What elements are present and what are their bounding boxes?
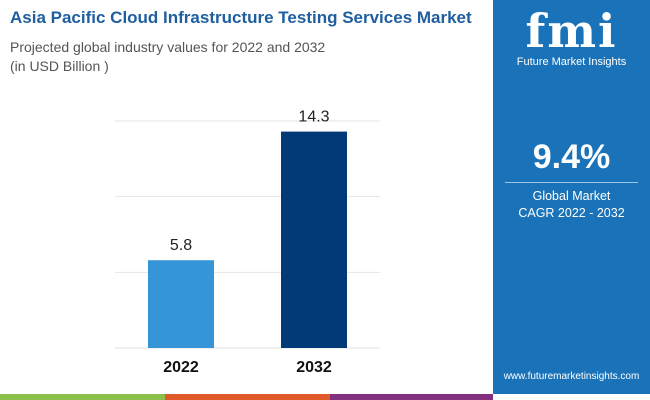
website-link[interactable]: www.futuremarketinsights.com bbox=[503, 371, 640, 382]
logo-mark: fmi bbox=[525, 4, 618, 58]
subtitle-line1: Projected global industry values for 202… bbox=[10, 39, 326, 55]
footer-strip-purple bbox=[330, 394, 493, 400]
cagr-label-line1: Global Market bbox=[532, 189, 611, 203]
bar-chart: 5.8 2022 14.3 2032 bbox=[115, 109, 380, 376]
divider bbox=[505, 182, 638, 183]
chart-subtitle: Projected global industry values for 202… bbox=[10, 38, 325, 76]
fmi-logo: fmi Future Market Insights bbox=[493, 6, 650, 68]
side-panel: fmi Future Market Insights 9.4% Global M… bbox=[493, 0, 650, 394]
x-tick-label: 2032 bbox=[296, 359, 332, 376]
bar-2032 bbox=[281, 131, 347, 348]
brand-name: Future Market Insights bbox=[516, 56, 627, 68]
data-label: 14.3 bbox=[298, 109, 329, 126]
data-label: 5.8 bbox=[170, 237, 192, 254]
footer-strip-green bbox=[0, 394, 165, 400]
cagr-label-line2: CAGR 2022 - 2032 bbox=[518, 206, 625, 220]
x-tick-label: 2022 bbox=[163, 359, 199, 376]
footer-strip-orange bbox=[165, 394, 330, 400]
bar-2022 bbox=[148, 260, 214, 348]
cagr-value: 9.4% bbox=[532, 138, 611, 176]
chart-title: Asia Pacific Cloud Infrastructure Testin… bbox=[10, 8, 472, 27]
cagr-label: Global Market CAGR 2022 - 2032 bbox=[493, 188, 650, 222]
subtitle-line2: (in USD Billion ) bbox=[10, 58, 109, 74]
